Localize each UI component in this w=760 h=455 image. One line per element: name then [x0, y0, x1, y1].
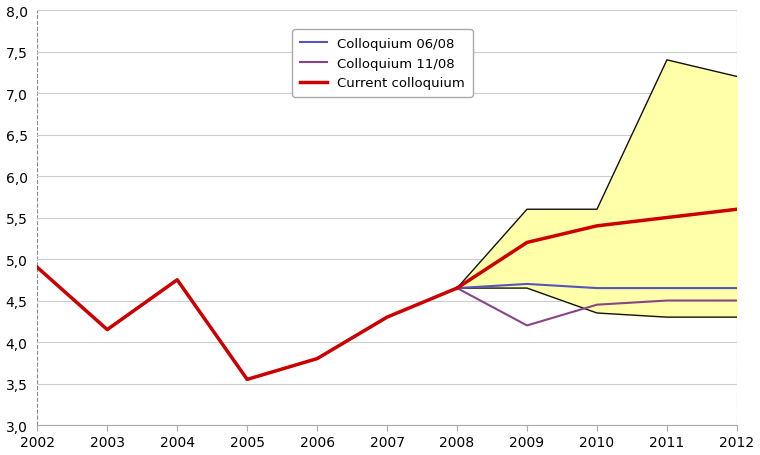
Legend: Colloquium 06/08, Colloquium 11/08, Current colloquium: Colloquium 06/08, Colloquium 11/08, Curr… — [293, 30, 473, 98]
